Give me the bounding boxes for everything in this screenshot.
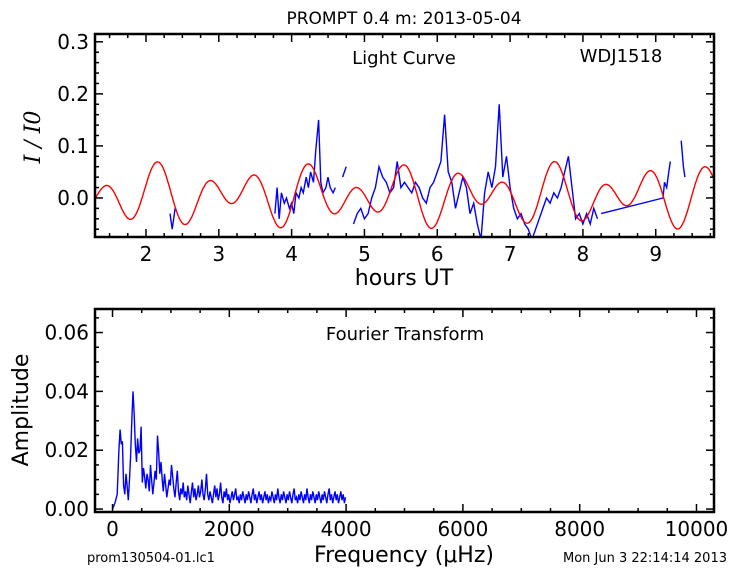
fourier-x-tick-label: 8000 — [554, 517, 605, 541]
fourier-panel: 0 2000 4000 6000 8000 10000 0.000.020.040.06 … — [9, 307, 728, 568]
light-curve-x-ticks: 2 3 4 5 6 7 8 9 — [108, 34, 712, 266]
light-curve-x-tick-label: 6 — [431, 242, 444, 266]
footer-timestamp: Mon Jun 3 22:14:14 2013 — [563, 551, 727, 566]
fourier-x-tick-label: 4000 — [321, 517, 372, 541]
fourier-x-tick-label: 10000 — [665, 517, 729, 541]
light-curve-x-tick-label: 8 — [577, 242, 590, 266]
light-curve-data-line-segment-5 — [680, 140, 686, 178]
light-curve-panel: 2 3 4 5 6 7 8 9 0.0 0.1 0.2 0.3 Light Curve WDJ151… — [21, 30, 716, 291]
fourier-plot-area — [111, 391, 347, 510]
fourier-y-ticks: 0.00 0.02 0.04 0.06 — [44, 317, 714, 521]
fourier-annotation: Fourier Transform — [326, 324, 484, 345]
light-curve-model-line — [95, 160, 714, 230]
light-curve-x-tick-label: 5 — [358, 242, 371, 266]
light-curve-x-axis-label: hours UT — [355, 266, 454, 291]
light-curve-data-line-segment-3 — [341, 166, 347, 178]
light-curve-x-tick-label: 9 — [649, 242, 662, 266]
fourier-x-tick-label: 0 — [106, 517, 119, 541]
fourier-y-tick-label: 0.06 — [44, 321, 89, 345]
light-curve-y-tick-label: 0.1 — [57, 134, 89, 158]
light-curve-x-tick-label: 3 — [212, 242, 225, 266]
fourier-x-tick-label: 2000 — [204, 517, 255, 541]
fourier-series-line — [111, 391, 347, 510]
fourier-y-axis-label: Amplitude — [9, 354, 34, 467]
light-curve-annotation: Light Curve — [352, 48, 456, 69]
fourier-y-tick-label: 0.04 — [44, 379, 89, 403]
footer-filename: prom130504-01.lc1 — [87, 551, 215, 566]
star-id-annotation: WDJ1518 — [580, 46, 663, 67]
light-curve-plot-area — [95, 104, 714, 237]
light-curve-x-tick-label: 4 — [285, 242, 298, 266]
fourier-y-tick-label: 0.02 — [44, 438, 89, 462]
light-curve-data-line-segment-4 — [600, 161, 671, 215]
light-curve-data-line-segment-2 — [352, 104, 599, 237]
fourier-y-tick-label: 0.00 — [44, 497, 89, 521]
light-curve-y-ticks: 0.0 0.1 0.2 0.3 — [57, 30, 714, 230]
light-curve-y-axis-label: I / I0 — [21, 111, 46, 165]
light-curve-data-line-segment-1 — [274, 119, 336, 219]
light-curve-y-tick-label: 0.2 — [57, 82, 89, 106]
light-curve-x-tick-label: 7 — [504, 242, 517, 266]
fourier-x-tick-label: 6000 — [437, 517, 488, 541]
light-curve-y-tick-label: 0.0 — [57, 186, 89, 210]
figure-title: PROMPT 0.4 m: 2013-05-04 — [286, 9, 521, 29]
fourier-x-ticks: 0 2000 4000 6000 8000 10000 — [106, 309, 728, 541]
fourier-x-axis-label: Frequency (μHz) — [314, 543, 494, 568]
light-curve-data-line-segment-0 — [169, 208, 176, 230]
light-curve-y-tick-label: 0.3 — [57, 30, 89, 54]
light-curve-x-tick-label: 2 — [140, 242, 153, 266]
